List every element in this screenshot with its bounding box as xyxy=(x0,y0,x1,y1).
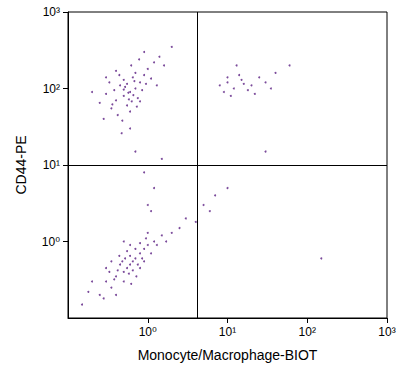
svg-text:10²: 10² xyxy=(299,325,316,339)
svg-text:10¹: 10¹ xyxy=(43,158,60,172)
svg-text:Monocyte/Macrophage-BIOT: Monocyte/Macrophage-BIOT xyxy=(138,347,318,363)
svg-text:10³: 10³ xyxy=(43,5,60,19)
svg-text:10⁰: 10⁰ xyxy=(42,235,60,249)
svg-text:10¹: 10¹ xyxy=(219,325,236,339)
svg-text:10⁰: 10⁰ xyxy=(139,325,157,339)
svg-text:CD44-PE: CD44-PE xyxy=(13,135,29,194)
svg-text:10²: 10² xyxy=(43,82,60,96)
svg-text:10³: 10³ xyxy=(378,325,395,339)
